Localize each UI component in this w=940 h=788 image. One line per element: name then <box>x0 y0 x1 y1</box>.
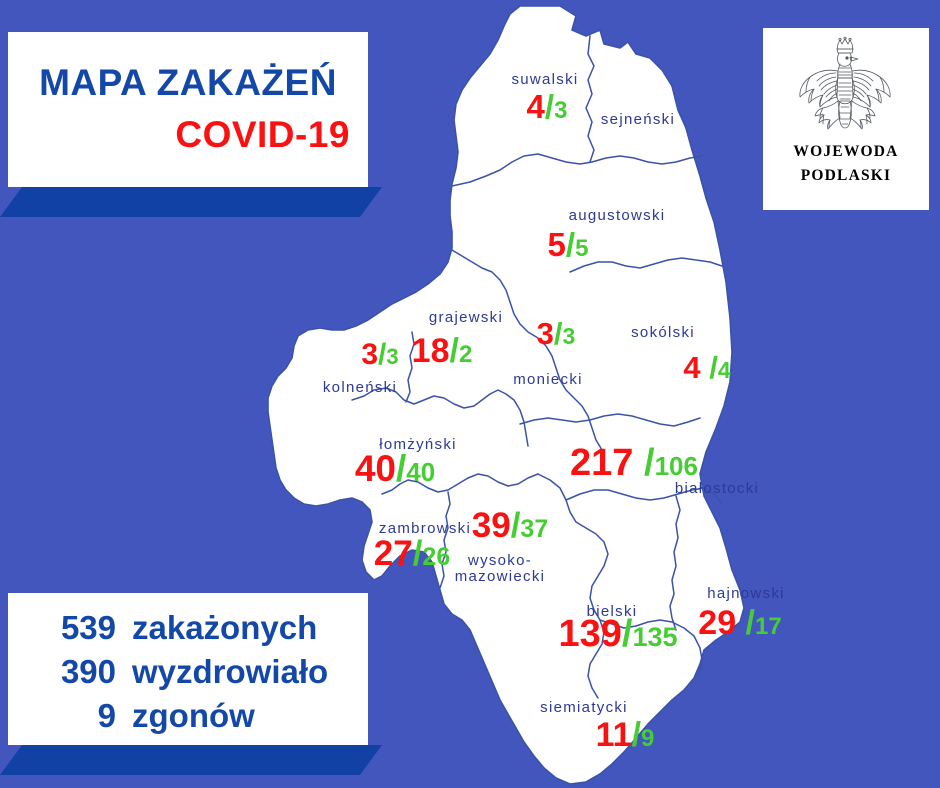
border-north-augustowski <box>451 153 703 187</box>
page-title: MAPA ZAKAŻEŃ <box>39 62 337 103</box>
recovered-value-kolnenski: /3 <box>378 338 399 371</box>
emblem-card: WOJEWODA PODLASKI <box>763 28 929 210</box>
recovered-value-moniecki: /3 <box>553 316 576 351</box>
county-stat-suwalski: 4/3 <box>527 90 568 123</box>
county-label-grajewski: grajewski <box>428 309 504 326</box>
summary-value-recovered: 390 <box>60 653 116 690</box>
recovered-value-siemiatycki: /9 <box>631 716 655 754</box>
cases-value-grajewski: 18 <box>411 332 450 370</box>
cases-value-bialostocki: 217 <box>570 442 634 484</box>
cases-value-zambrowski: 27 <box>373 534 413 573</box>
border-grajewski-lomzynski <box>351 387 529 447</box>
county-label-lomzynski: łomżyński <box>379 436 457 453</box>
province-outline <box>267 5 745 785</box>
border-bielski-hajnowski <box>669 495 681 631</box>
county-label-augustowski: augustowski <box>568 207 666 224</box>
border-zambrowski-wysoko <box>439 491 451 589</box>
recovered-value-lomzynski: /40 <box>395 448 436 489</box>
county-label-kolnenski: kolneński <box>322 379 398 396</box>
border-lomzynski-south <box>381 473 539 495</box>
cases-value-siemiatycki: 11 <box>595 716 632 754</box>
county-stat-sokolski: 4 /4 <box>683 352 730 383</box>
title-card: MAPA ZAKAŻEŃ COVID-19 <box>8 32 368 187</box>
county-label-bialostocki: białostocki <box>674 480 760 497</box>
county-label-bielski: bielski <box>586 603 638 620</box>
cases-value-hajnowski: 29 <box>698 604 737 642</box>
cases-value-kolnenski: 3 <box>361 338 379 371</box>
summary-value-deaths: 9 <box>97 697 116 734</box>
summary-value-cases: 539 <box>60 609 116 646</box>
county-stat-moniecki: 3/3 <box>537 318 576 349</box>
county-stat-hajnowski: 29 /17 <box>698 606 781 640</box>
recovered-value-hajnowski: /17 <box>736 604 782 642</box>
summary-row-deaths: 9 zgonów <box>8 697 342 739</box>
cases-value-suwalski: 4 <box>526 88 545 125</box>
cases-value-moniecki: 3 <box>536 316 554 351</box>
border-moniecki-bialostocki <box>519 413 701 427</box>
county-label-siemiatycki: siemiatycki <box>540 699 628 716</box>
cases-value-bielski: 139 <box>558 613 622 655</box>
recovered-value-suwalski: /3 <box>544 88 568 125</box>
emblem-caption-line1: WOJEWODA <box>793 143 899 160</box>
county-stat-zambrowski: 27/26 <box>374 536 450 571</box>
county-stat-grajewski: 18/2 <box>412 334 473 368</box>
emblem-caption-line2: PODLASKI <box>800 167 892 185</box>
title-accent-bar <box>0 187 382 217</box>
border-augustowski-west <box>451 249 603 451</box>
stats-accent-bar <box>0 745 382 775</box>
border-suwalski-sejnenski <box>585 35 595 163</box>
county-stat-augustowski: 5/5 <box>548 228 589 261</box>
recovered-value-sokolski: /4 <box>700 350 731 385</box>
border-kolnenski-grajewski <box>405 331 415 403</box>
county-label-sejnenski: sejneński <box>600 111 676 128</box>
county-stat-wysoko-mazowiecki: 39/37 <box>472 508 548 543</box>
border-bielski-siemiatycki <box>599 619 703 673</box>
page-subtitle: COVID-19 <box>175 114 350 155</box>
recovered-value-augustowski: /5 <box>565 226 589 263</box>
summary-label-recovered: wyzdrowiało <box>132 653 329 690</box>
county-label-hajnowski: hajnowski <box>707 585 785 602</box>
summary-row-recovered: 390 wyzdrowiało <box>8 653 342 695</box>
county-stat-kolnenski: 3/3 <box>361 340 398 370</box>
summary-label-deaths: zgonów <box>132 697 255 734</box>
county-label-suwalski: suwalski <box>511 71 579 88</box>
county-label-wysoko-mazowiecki: wysoko- mazowiecki <box>454 552 546 585</box>
cases-value-sokolski: 4 <box>683 350 701 385</box>
recovered-value-wysoko-mazowiecki: /37 <box>510 506 549 545</box>
recovered-value-bialostocki: /106 <box>633 442 698 484</box>
cases-value-augustowski: 5 <box>547 226 566 263</box>
border-wysoko-bielski <box>537 473 609 699</box>
county-stat-bialostocki: 217 /106 <box>570 444 698 482</box>
county-label-zambrowski: zambrowski <box>378 520 472 537</box>
county-stat-siemiatycki: 11/9 <box>596 718 655 752</box>
county-stat-bielski: 139/135 <box>558 615 677 653</box>
county-label-moniecki: moniecki <box>513 371 583 388</box>
summary-row-cases: 539 zakażonych <box>8 609 342 651</box>
summary-label-cases: zakażonych <box>132 609 318 646</box>
county-label-sokolski: sokólski <box>631 324 695 341</box>
recovered-value-grajewski: /2 <box>449 332 473 370</box>
border-augustowski-sokolski <box>569 257 723 273</box>
summary-card: 539 zakażonych 390 wyzdrowiało 9 zgonów <box>8 593 368 745</box>
border-bialostocki-bielski <box>565 487 723 505</box>
recovered-value-bielski: /135 <box>621 613 678 655</box>
cases-value-wysoko-mazowiecki: 39 <box>471 506 511 545</box>
polish-eagle-crest-icon <box>792 35 900 139</box>
cases-value-lomzynski: 40 <box>354 448 396 489</box>
recovered-value-zambrowski: /26 <box>412 534 451 573</box>
county-stat-lomzynski: 40/40 <box>355 450 435 487</box>
